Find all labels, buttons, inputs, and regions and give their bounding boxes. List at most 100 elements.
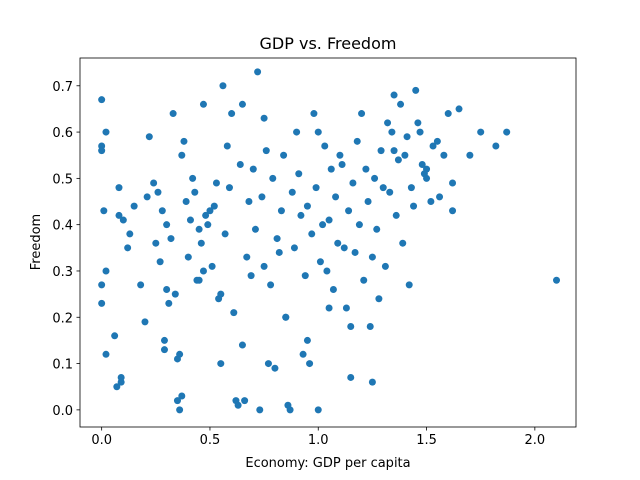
point bbox=[340, 244, 348, 252]
point bbox=[277, 207, 285, 215]
y-tick-label: 0.7 bbox=[52, 80, 73, 95]
point bbox=[329, 285, 337, 293]
x-tick-label: 1.0 bbox=[308, 433, 329, 448]
point bbox=[397, 100, 405, 108]
y-tick-label: 0.5 bbox=[52, 172, 73, 187]
point bbox=[191, 188, 199, 196]
point bbox=[98, 96, 106, 104]
x-tick-label: 2.0 bbox=[525, 433, 546, 448]
point bbox=[377, 147, 385, 155]
point bbox=[102, 128, 110, 136]
point bbox=[433, 137, 441, 145]
point bbox=[414, 119, 422, 127]
x-axis-label: Economy: GDP per capita bbox=[245, 456, 410, 471]
y-tick-label: 0.2 bbox=[52, 311, 73, 326]
point bbox=[399, 239, 407, 247]
point bbox=[169, 110, 177, 118]
chart-title: GDP vs. Freedom bbox=[260, 34, 397, 53]
point bbox=[455, 105, 463, 113]
point bbox=[165, 299, 173, 307]
point bbox=[202, 211, 210, 219]
point bbox=[405, 281, 413, 289]
point bbox=[290, 244, 298, 252]
point bbox=[258, 193, 266, 201]
x-tick-label: 0.0 bbox=[91, 433, 112, 448]
point bbox=[336, 151, 344, 159]
point bbox=[358, 110, 366, 118]
point bbox=[160, 336, 168, 344]
point bbox=[163, 285, 171, 293]
point bbox=[327, 165, 335, 173]
point bbox=[390, 147, 398, 155]
point bbox=[444, 110, 452, 118]
point bbox=[420, 170, 428, 178]
y-axis-label: Freedom bbox=[29, 214, 44, 270]
point bbox=[384, 119, 392, 127]
point bbox=[182, 198, 190, 206]
point bbox=[171, 290, 179, 298]
point bbox=[338, 160, 346, 168]
x-tick-label: 0.5 bbox=[200, 433, 221, 448]
point bbox=[197, 239, 205, 247]
point bbox=[368, 253, 376, 261]
point bbox=[288, 188, 296, 196]
point bbox=[150, 179, 158, 187]
point bbox=[154, 188, 162, 196]
point bbox=[210, 202, 218, 210]
point bbox=[269, 174, 277, 182]
point bbox=[189, 174, 197, 182]
point bbox=[204, 221, 212, 229]
point bbox=[466, 151, 474, 159]
point bbox=[323, 267, 331, 275]
point bbox=[115, 184, 123, 192]
point bbox=[160, 346, 168, 354]
point bbox=[553, 276, 561, 284]
point bbox=[173, 397, 181, 405]
point bbox=[141, 318, 149, 326]
plot-frame bbox=[79, 57, 577, 428]
point bbox=[364, 198, 372, 206]
point bbox=[349, 179, 357, 187]
point bbox=[212, 179, 220, 187]
point bbox=[195, 225, 203, 233]
point bbox=[293, 128, 301, 136]
point bbox=[449, 207, 457, 215]
point bbox=[477, 128, 485, 136]
point bbox=[98, 147, 106, 155]
point bbox=[234, 401, 242, 409]
point bbox=[176, 350, 184, 358]
point bbox=[416, 128, 424, 136]
point bbox=[388, 128, 396, 136]
point bbox=[392, 211, 400, 219]
y-tick-label: 0.0 bbox=[52, 404, 73, 419]
point bbox=[119, 216, 127, 224]
point bbox=[373, 225, 381, 233]
point bbox=[176, 406, 184, 414]
point bbox=[199, 100, 207, 108]
point bbox=[436, 193, 444, 201]
y-tick-label: 0.4 bbox=[52, 219, 73, 234]
point bbox=[260, 114, 268, 122]
point bbox=[368, 378, 376, 386]
point bbox=[312, 184, 320, 192]
point bbox=[280, 151, 288, 159]
point bbox=[366, 323, 374, 331]
point bbox=[225, 184, 233, 192]
point bbox=[208, 262, 216, 270]
point bbox=[301, 272, 309, 280]
point bbox=[381, 262, 389, 270]
y-tick-label: 0.6 bbox=[52, 126, 73, 141]
point bbox=[243, 253, 251, 261]
point bbox=[316, 258, 324, 266]
point bbox=[111, 332, 119, 340]
point bbox=[245, 198, 253, 206]
point bbox=[262, 147, 270, 155]
point bbox=[264, 360, 272, 368]
point bbox=[267, 281, 275, 289]
point bbox=[401, 151, 409, 159]
point bbox=[299, 350, 307, 358]
point bbox=[247, 272, 255, 280]
point bbox=[347, 323, 355, 331]
point bbox=[260, 262, 268, 270]
point bbox=[184, 253, 192, 261]
